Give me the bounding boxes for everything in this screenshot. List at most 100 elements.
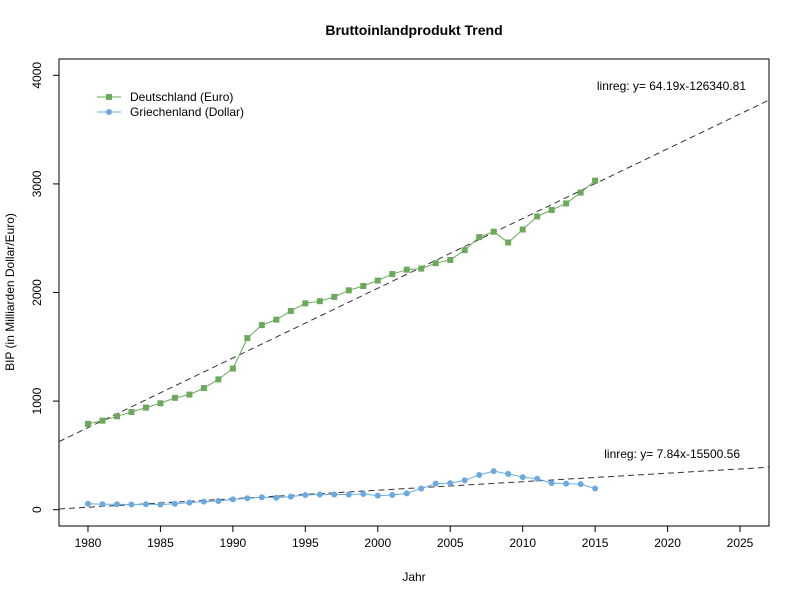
data-point bbox=[461, 477, 468, 484]
data-point bbox=[461, 247, 468, 254]
series-1 bbox=[84, 468, 599, 508]
x-tick-label: 1980 bbox=[75, 536, 102, 550]
data-point bbox=[447, 256, 454, 263]
data-point bbox=[142, 501, 149, 508]
data-point bbox=[215, 498, 222, 505]
data-point bbox=[258, 494, 265, 501]
data-point bbox=[548, 206, 555, 213]
data-point bbox=[287, 493, 294, 500]
data-point bbox=[229, 365, 236, 372]
data-point bbox=[490, 228, 497, 235]
data-point bbox=[186, 499, 193, 506]
legend: Deutschland (Euro) Griechenland (Dollar) bbox=[97, 90, 244, 119]
data-point bbox=[273, 494, 280, 501]
annotations: linreg: y= 64.19x-126340.81 linreg: y= 7… bbox=[597, 79, 746, 461]
data-point bbox=[418, 485, 425, 492]
data-point bbox=[84, 420, 91, 427]
trendline-0 bbox=[58, 99, 770, 443]
data-point bbox=[128, 408, 135, 415]
y-tick-label: 1000 bbox=[30, 387, 44, 414]
data-point bbox=[592, 177, 599, 184]
data-point bbox=[505, 470, 512, 477]
chart-title: Bruttoinlandprodukt Trend bbox=[325, 22, 502, 38]
data-point bbox=[244, 335, 251, 342]
data-point bbox=[171, 394, 178, 401]
trendline-1 bbox=[58, 466, 770, 510]
x-tick-label: 1985 bbox=[147, 536, 174, 550]
data-point bbox=[273, 316, 280, 323]
x-tick-label: 1990 bbox=[220, 536, 247, 550]
data-point bbox=[157, 501, 164, 508]
data-point bbox=[476, 234, 483, 241]
data-point bbox=[302, 492, 309, 499]
legend-label-griechenland: Griechenland (Dollar) bbox=[130, 105, 244, 119]
data-point bbox=[563, 480, 570, 487]
data-point bbox=[360, 490, 367, 497]
data-point bbox=[389, 271, 396, 278]
y-tick-label: 4000 bbox=[30, 62, 44, 89]
data-point bbox=[99, 501, 106, 508]
data-point bbox=[432, 480, 439, 487]
data-point bbox=[505, 239, 512, 246]
data-point bbox=[331, 491, 338, 498]
trendline-label-griechenland: linreg: y= 7.84x-15500.56 bbox=[604, 447, 740, 461]
x-tick-label: 2020 bbox=[654, 536, 681, 550]
trendline-label-deutschland: linreg: y= 64.19x-126340.81 bbox=[597, 79, 746, 93]
data-point bbox=[142, 404, 149, 411]
data-point bbox=[316, 491, 323, 498]
x-tick-label: 2015 bbox=[582, 536, 609, 550]
data-point bbox=[99, 417, 106, 424]
y-tick-label: 2000 bbox=[30, 279, 44, 306]
data-point bbox=[200, 385, 207, 392]
x-tick-label: 1995 bbox=[292, 536, 319, 550]
data-point bbox=[534, 475, 541, 482]
data-point bbox=[374, 277, 381, 284]
data-point bbox=[519, 226, 526, 233]
data-point bbox=[331, 293, 338, 300]
data-point bbox=[519, 474, 526, 481]
data-point bbox=[258, 322, 265, 329]
legend-marker-griechenland bbox=[106, 109, 112, 115]
data-point bbox=[389, 492, 396, 499]
data-point bbox=[345, 491, 352, 498]
x-tick-label: 2010 bbox=[509, 536, 536, 550]
data-point bbox=[84, 500, 91, 507]
data-point bbox=[215, 376, 222, 383]
data-point bbox=[432, 260, 439, 267]
data-point bbox=[287, 307, 294, 314]
data-point bbox=[345, 287, 352, 294]
data-point bbox=[302, 300, 309, 307]
series-line bbox=[87, 470, 596, 505]
x-tick-label: 2000 bbox=[364, 536, 391, 550]
data-point bbox=[418, 265, 425, 272]
data-point bbox=[548, 480, 555, 487]
y-axis: 0 1000 2000 3000 4000 bbox=[30, 62, 59, 513]
data-point bbox=[476, 471, 483, 478]
series-group bbox=[84, 177, 599, 508]
data-point bbox=[113, 501, 120, 508]
data-point bbox=[171, 500, 178, 507]
legend-marker-deutschland bbox=[106, 94, 112, 100]
data-point bbox=[186, 391, 193, 398]
data-point bbox=[592, 485, 599, 492]
y-axis-label: BIP (in Milliarden Dollar/Euro) bbox=[3, 213, 17, 371]
x-axis: 1980 1985 1990 1995 2000 2005 2010 2015 2020 2025 bbox=[75, 526, 754, 550]
x-tick-label: 2005 bbox=[437, 536, 464, 550]
y-tick-label: 3000 bbox=[30, 170, 44, 197]
data-point bbox=[577, 481, 584, 488]
legend-label-deutschland: Deutschland (Euro) bbox=[130, 90, 233, 104]
data-point bbox=[490, 468, 497, 475]
data-point bbox=[403, 490, 410, 497]
x-tick-label: 2025 bbox=[727, 536, 754, 550]
data-point bbox=[200, 498, 207, 505]
x-axis-label: Jahr bbox=[402, 570, 425, 584]
data-point bbox=[244, 495, 251, 502]
data-point bbox=[447, 480, 454, 487]
data-point bbox=[563, 200, 570, 207]
data-point bbox=[229, 496, 236, 503]
data-point bbox=[128, 501, 135, 508]
y-tick-label: 0 bbox=[30, 506, 44, 513]
series-line bbox=[87, 180, 596, 425]
data-point bbox=[534, 213, 541, 220]
